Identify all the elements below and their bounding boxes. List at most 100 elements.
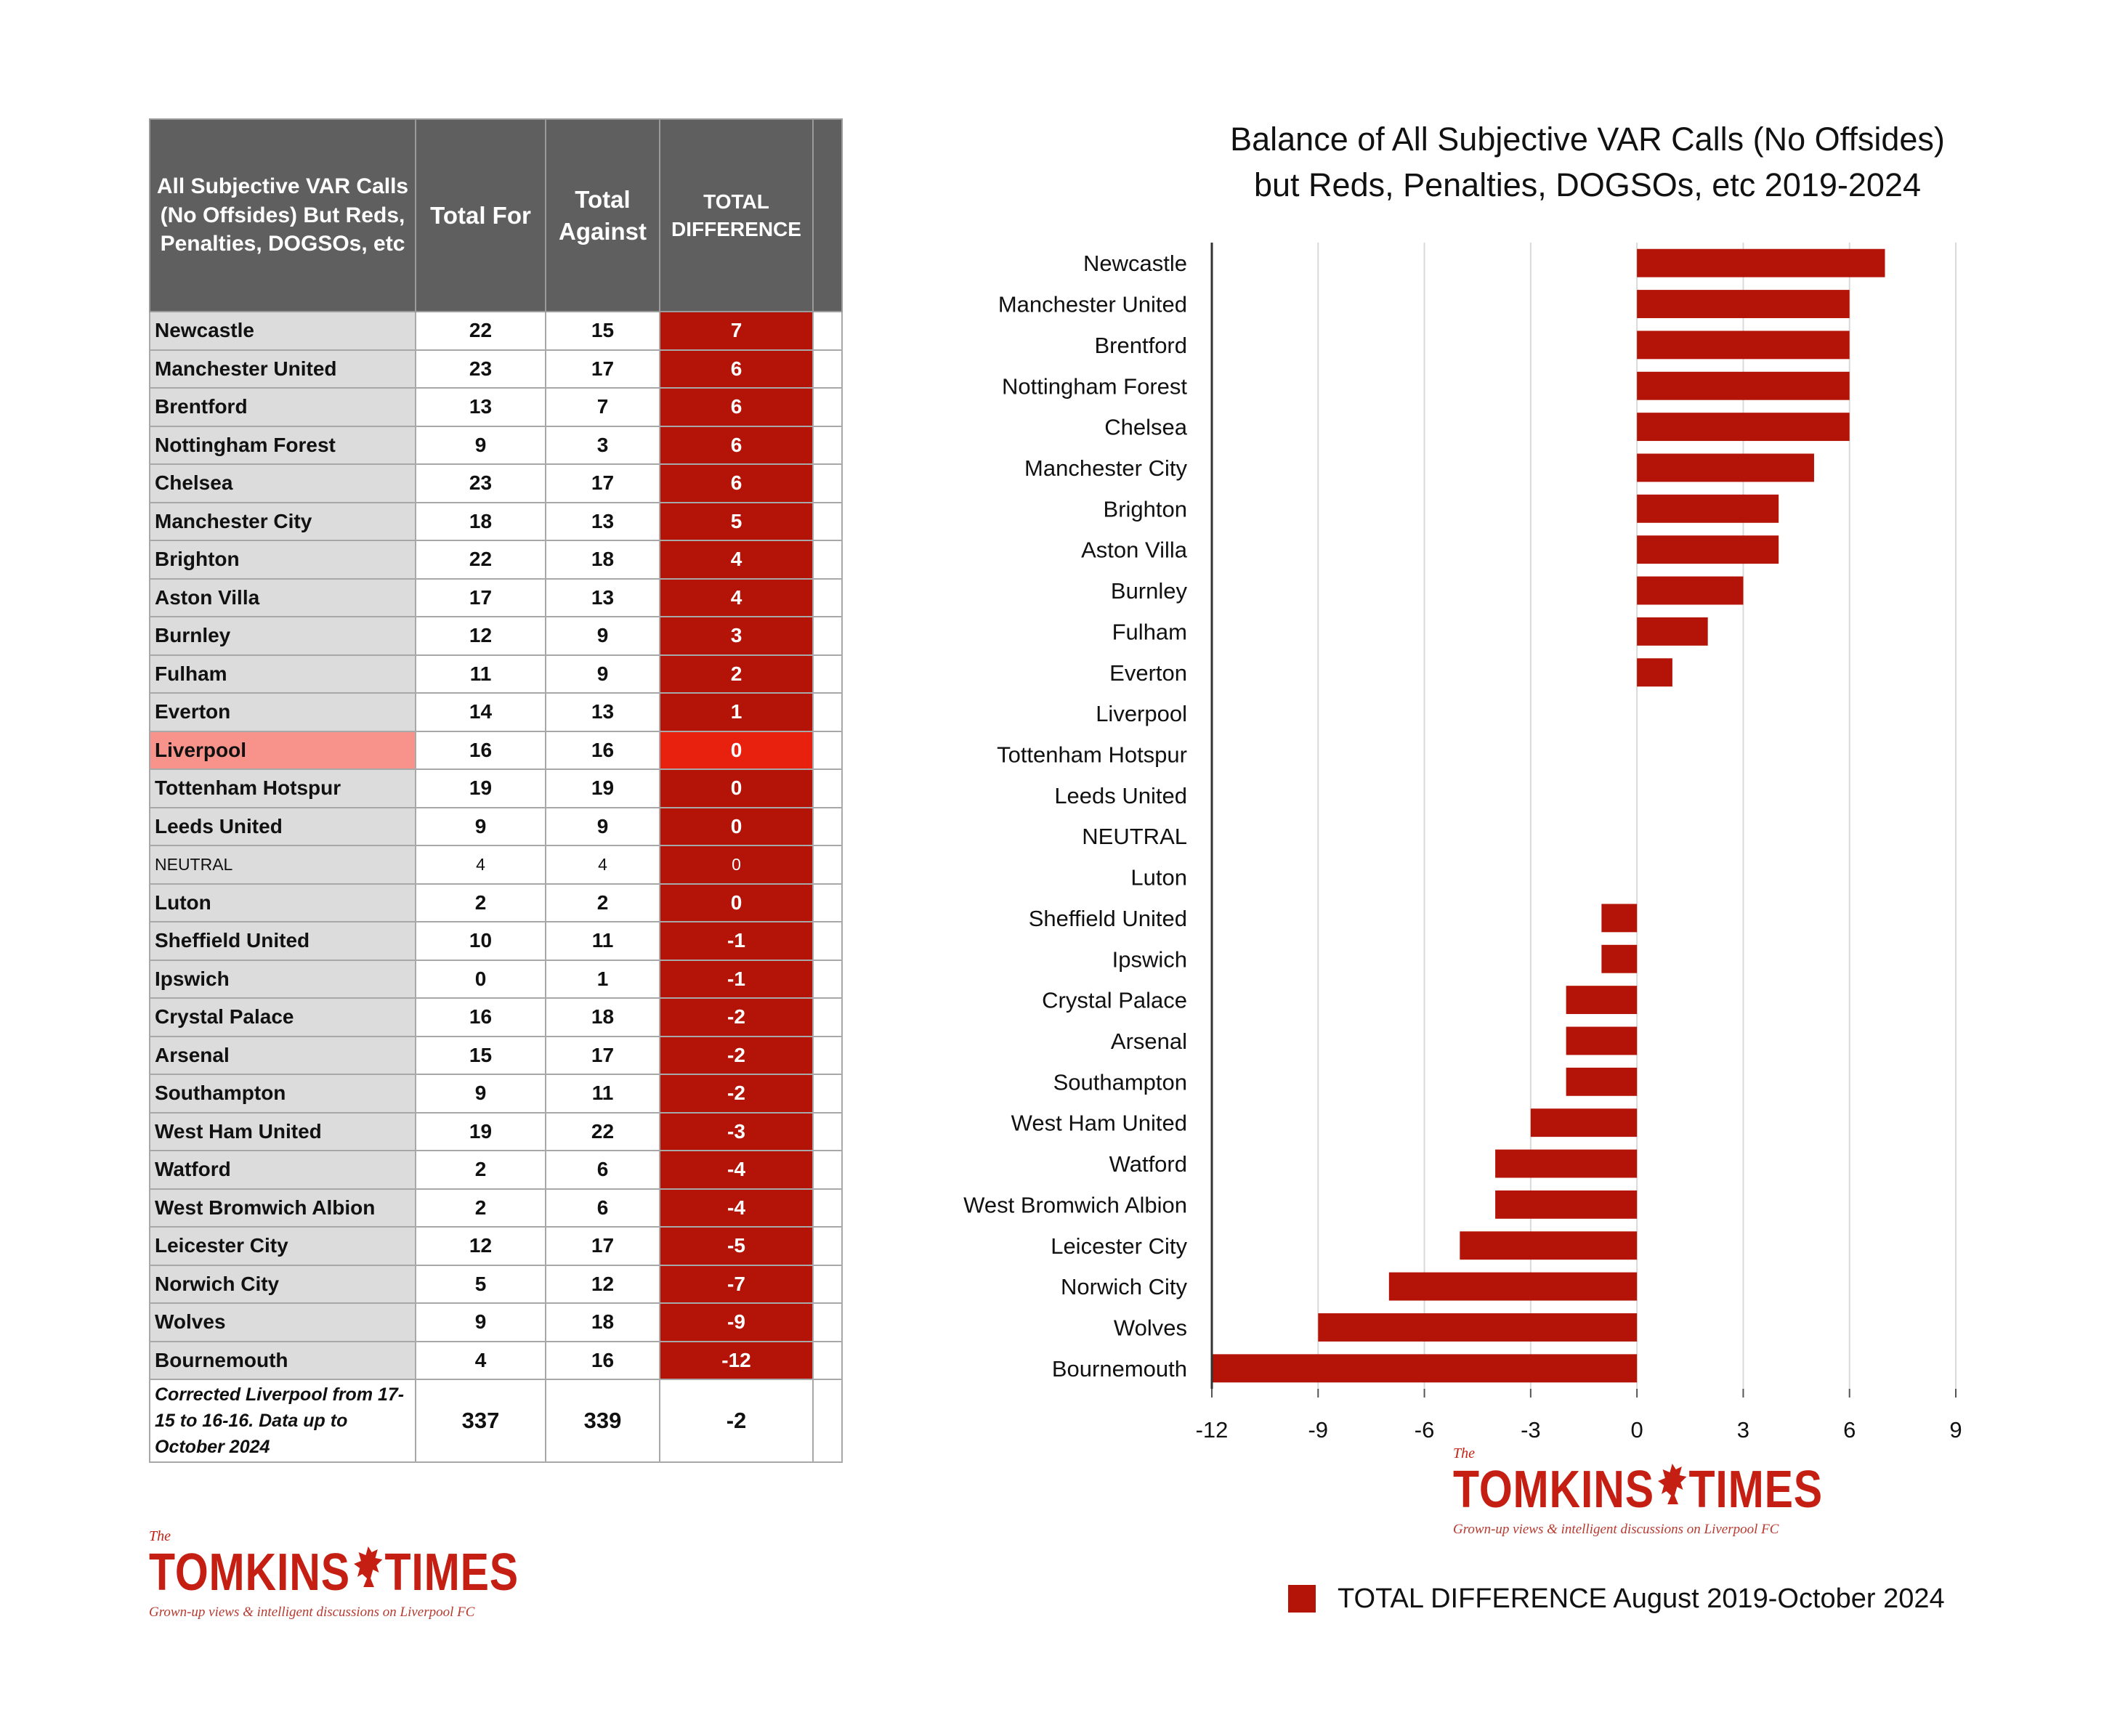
team-cell: Norwich City [149,1264,416,1304]
table-row: Aston Villa 17 13 4 [149,577,843,617]
total-against-cell: 9 [545,806,660,846]
total-for-cell: 9 [415,1302,546,1342]
blank-cell [812,730,843,770]
blank-cell [812,387,843,427]
total-difference-cell: 1 [659,692,814,732]
axes [1210,243,1957,1398]
logo-wordmark: TOMKINS TIMES [149,1545,519,1599]
team-cell: Brentford [149,387,416,427]
total-for-cell: 14 [415,692,546,732]
bar [1495,1190,1638,1219]
total-for-cell: 18 [415,501,546,541]
total-against-cell: 22 [545,1111,660,1151]
total-against-cell: 13 [545,577,660,617]
total-against-cell: 11 [545,921,660,961]
category-label: Arsenal [1111,1029,1187,1054]
total-difference-sum: -2 [659,1379,814,1463]
total-difference-cell: -9 [659,1302,814,1342]
category-label: Brighton [1104,496,1187,522]
tick-labels: -12 -9 -6 -3 0 3 6 9 [1196,1417,1962,1443]
total-for-cell: 15 [415,1035,546,1075]
category-label: Everton [1109,660,1187,686]
table-row: Southampton 9 11 -2 [149,1074,843,1114]
var-table-panel: All Subjective VAR Calls (No Offsides) B… [149,118,843,1463]
blank-cell [812,1111,843,1151]
legend-swatch [1288,1585,1316,1613]
table-row: Crystal Palace 16 18 -2 [149,997,843,1037]
team-cell: Brighton [149,540,416,580]
logo-the: The [1453,1445,1475,1461]
total-difference-cell: -2 [659,1074,814,1114]
blank-cell [812,1035,843,1075]
bar [1637,576,1744,605]
x-tick-label: 9 [1949,1417,1962,1443]
total-difference-cell: 6 [659,425,814,465]
total-against-cell: 17 [545,1035,660,1075]
table-row: Norwich City 5 12 -7 [149,1264,843,1304]
liver-bird-icon [1657,1464,1687,1504]
total-for-cell: 9 [415,1074,546,1114]
category-label: Southampton [1053,1069,1187,1095]
table-row: Wolves 9 18 -9 [149,1302,843,1342]
bar [1601,904,1638,933]
category-label: Leicester City [1051,1233,1187,1259]
bar [1495,1149,1638,1178]
team-cell: Fulham [149,654,416,694]
team-cell: Leicester City [149,1226,416,1266]
team-cell: Ipswich [149,959,416,999]
total-for-cell: 9 [415,425,546,465]
table-total-row: Corrected Liverpool from 17-15 to 16-16.… [149,1379,843,1463]
table-row: Liverpool 16 16 0 [149,730,843,770]
blank-cell [812,997,843,1037]
x-tick-label: -12 [1196,1417,1229,1443]
total-for-cell: 2 [415,883,546,922]
chart-title-line-2: but Reds, Penalties, DOGSOs, etc 2019-20… [1254,166,1921,203]
category-label: Wolves [1114,1315,1187,1340]
team-cell: Newcastle [149,311,416,351]
blank-cell [812,1226,843,1266]
blank-cell [812,501,843,541]
logo-wordmark: TOMKINS TIMES [1453,1462,1823,1516]
total-difference-cell: -1 [659,959,814,999]
total-difference-cell: 4 [659,540,814,580]
team-cell: Tottenham Hotspur [149,768,416,808]
blank-cell [812,463,843,503]
total-difference-cell: 0 [659,883,814,922]
total-against-cell: 4 [545,845,660,885]
bar [1637,617,1708,646]
category-label: Brentford [1094,333,1187,358]
total-difference-cell: -1 [659,921,814,961]
bar [1637,413,1850,442]
blank-cell [812,845,843,885]
total-for-cell: 5 [415,1264,546,1304]
blank-cell [812,692,843,732]
chart-title: Balance of All Subjective VAR Calls (No … [1133,116,2042,208]
bar [1637,330,1850,360]
blank-cell [812,311,843,351]
logo-tagline: Grown-up views & intelligent discussions… [149,1605,475,1620]
tomkins-times-logo-left: The TOMKINS TIMES Grown-up views & intell… [149,1528,600,1621]
total-difference-cell: 6 [659,463,814,503]
blank-cell [812,883,843,922]
category-label: Ipswich [1112,946,1187,972]
blank-cell [812,1302,843,1342]
total-difference-cell: 3 [659,616,814,656]
bar [1530,1108,1638,1137]
table-row: Brighton 22 18 4 [149,540,843,580]
total-against-cell: 17 [545,1226,660,1266]
bar [1637,658,1672,687]
total-for-cell: 4 [415,845,546,885]
blank-cell [812,1188,843,1228]
logo-word-times: TIMES [1688,1461,1823,1519]
total-against-cell: 13 [545,501,660,541]
team-cell: Southampton [149,1074,416,1114]
logo-word-times: TIMES [384,1544,519,1602]
category-label: Aston Villa [1081,538,1188,563]
table-row: Arsenal 15 17 -2 [149,1035,843,1075]
table-row: Chelsea 23 17 6 [149,463,843,503]
table-row: Tottenham Hotspur 19 19 0 [149,768,843,808]
table-row: Manchester United 23 17 6 [149,349,843,389]
team-cell: West Bromwich Albion [149,1188,416,1228]
x-tick-label: 3 [1737,1417,1749,1443]
logo-word-tomkins: TOMKINS [1453,1461,1654,1519]
